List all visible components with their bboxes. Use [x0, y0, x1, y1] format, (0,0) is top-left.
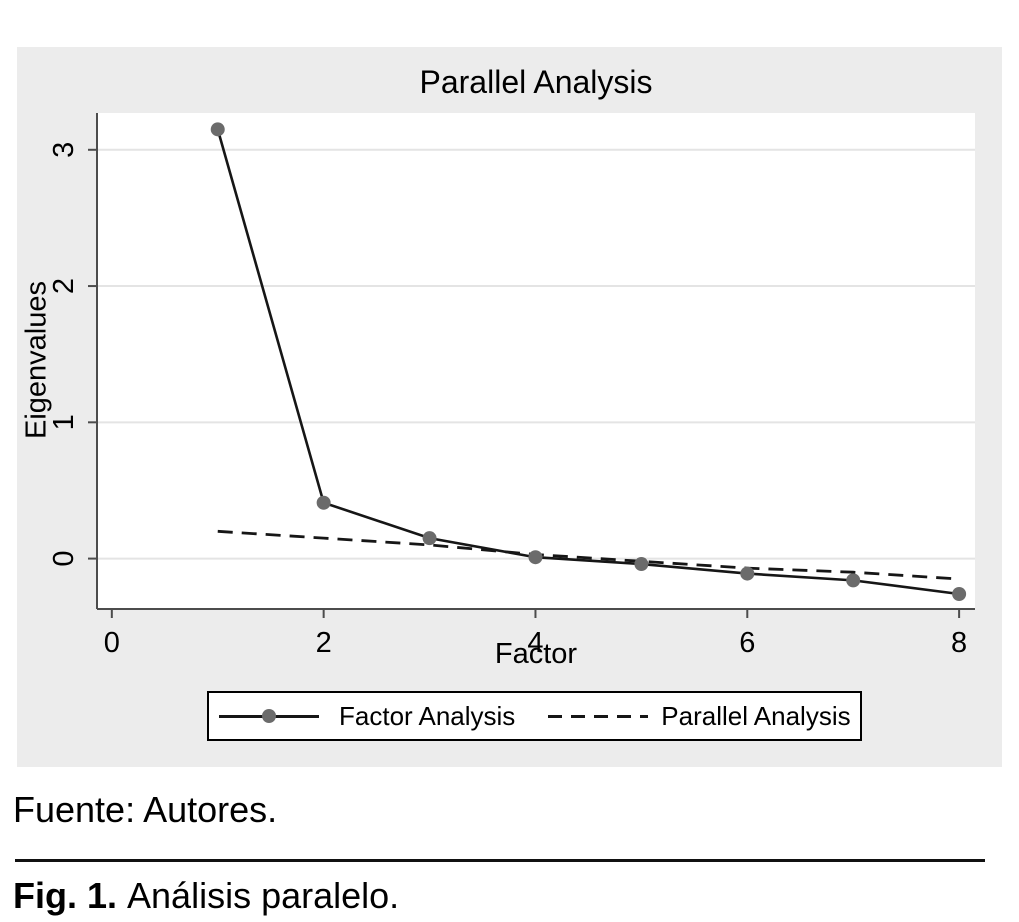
chart-title: Parallel Analysis	[419, 64, 653, 100]
figure-caption: Fig. 1. Análisis paralelo.	[13, 875, 399, 917]
legend-label-factor-analysis: Factor Analysis	[339, 700, 516, 731]
figure-caption-label: Fig. 1.	[13, 875, 118, 916]
legend: Factor Analysis Parallel Analysis	[207, 691, 862, 741]
data-point-marker	[846, 573, 861, 588]
y-tick-label: 2	[48, 278, 80, 294]
y-tick-label: 1	[48, 414, 80, 430]
caption-divider	[15, 859, 985, 862]
x-tick-label: 6	[739, 627, 755, 659]
factor-analysis-line	[216, 128, 960, 596]
plot-background	[97, 113, 975, 609]
y-tick-label: 0	[48, 551, 80, 567]
x-tick-label: 0	[104, 627, 120, 659]
figure-caption-text: Análisis paralelo.	[127, 875, 400, 916]
marker-dot-icon	[262, 709, 276, 723]
parallel-analysis-line	[217, 529, 960, 581]
legend-label-parallel-analysis: Parallel Analysis	[661, 700, 851, 731]
data-point-marker	[316, 495, 331, 510]
factor-analysis-line-sample	[219, 709, 319, 723]
x-axis-label: Factor	[494, 638, 578, 670]
data-point-marker	[740, 566, 755, 581]
y-tick-label: 3	[48, 142, 80, 158]
data-point-marker	[210, 122, 225, 137]
data-point-marker	[634, 557, 649, 572]
x-tick-label: 4	[527, 627, 543, 659]
y-axis-label: Eigenvalues	[20, 281, 53, 439]
data-point-marker	[952, 587, 967, 602]
source-note: Fuente: Autores.	[13, 789, 278, 830]
data-point-marker	[528, 550, 543, 565]
x-tick-label: 2	[316, 627, 332, 659]
plot-area: 0 1 2 3 0 2 4 6 8	[48, 113, 975, 659]
data-point-marker	[422, 531, 437, 546]
parallel-analysis-line-sample	[548, 714, 649, 718]
x-tick-label: 8	[951, 627, 967, 659]
